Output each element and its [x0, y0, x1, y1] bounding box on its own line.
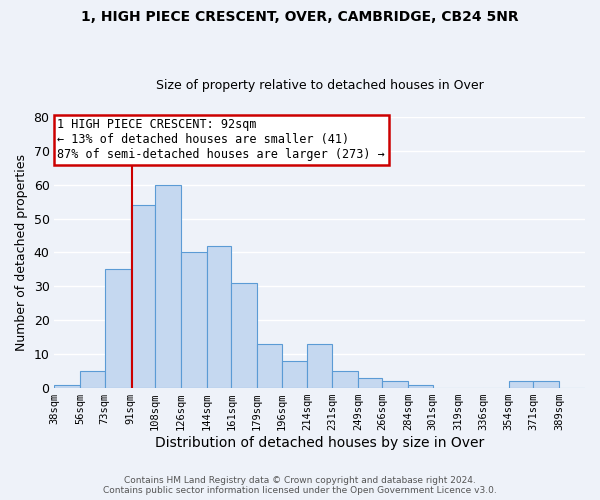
Y-axis label: Number of detached properties: Number of detached properties — [15, 154, 28, 351]
Bar — [181, 252, 207, 388]
Text: 1, HIGH PIECE CRESCENT, OVER, CAMBRIDGE, CB24 5NR: 1, HIGH PIECE CRESCENT, OVER, CAMBRIDGE,… — [81, 10, 519, 24]
Bar — [509, 382, 533, 388]
Bar — [105, 270, 131, 388]
Bar — [155, 184, 181, 388]
Title: Size of property relative to detached houses in Over: Size of property relative to detached ho… — [156, 79, 484, 92]
Text: 1 HIGH PIECE CRESCENT: 92sqm
← 13% of detached houses are smaller (41)
87% of se: 1 HIGH PIECE CRESCENT: 92sqm ← 13% of de… — [57, 118, 385, 162]
Bar — [307, 344, 332, 388]
Text: Contains HM Land Registry data © Crown copyright and database right 2024.
Contai: Contains HM Land Registry data © Crown c… — [103, 476, 497, 495]
Bar — [55, 384, 80, 388]
Bar — [533, 382, 559, 388]
Bar — [131, 205, 155, 388]
Bar — [358, 378, 382, 388]
Bar — [281, 361, 307, 388]
Bar — [231, 283, 257, 388]
Bar — [382, 382, 408, 388]
Bar — [257, 344, 281, 388]
Bar — [207, 246, 231, 388]
Bar — [408, 384, 433, 388]
Bar — [332, 371, 358, 388]
X-axis label: Distribution of detached houses by size in Over: Distribution of detached houses by size … — [155, 436, 484, 450]
Bar — [80, 371, 105, 388]
